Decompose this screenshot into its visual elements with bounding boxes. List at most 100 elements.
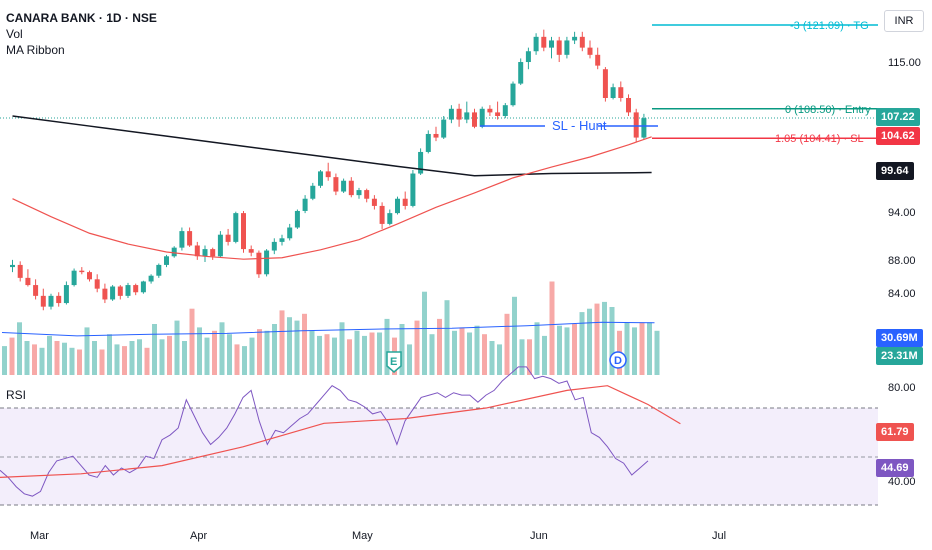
earnings-marker: [386, 351, 402, 373]
time-axis-label: Jun: [530, 530, 548, 542]
volume-bar: [587, 308, 592, 375]
volume-bar: [39, 347, 45, 375]
volume-bar: [69, 347, 75, 375]
candle-body: [310, 185, 316, 199]
rsi-tag: 44.69: [876, 459, 914, 477]
candle-body: [641, 118, 647, 138]
candle-body: [556, 40, 562, 55]
volume-bar: [174, 320, 180, 375]
candle-body: [387, 213, 393, 224]
volume-bar: [219, 322, 225, 375]
rsi-legend[interactable]: RSI: [6, 388, 27, 402]
candle-body: [133, 285, 139, 293]
volume-bar: [527, 339, 532, 375]
volume-bar: [384, 318, 390, 375]
candle-body: [94, 279, 100, 289]
candle-body: [171, 247, 177, 257]
symbol-title[interactable]: CANARA BANK · 1D · NSE: [6, 11, 157, 25]
rsi-ma-tag: 61.79: [876, 423, 914, 441]
volume-bar: [2, 346, 7, 375]
candle-body: [448, 108, 454, 120]
candle-body: [456, 108, 462, 120]
ma-ribbon-legend[interactable]: MA Ribbon: [6, 43, 65, 57]
candle-body: [63, 285, 69, 304]
candle-body: [140, 281, 146, 293]
candle-body: [510, 83, 516, 106]
candle-body: [202, 249, 208, 257]
candle-body: [579, 36, 585, 48]
candle-body: [587, 47, 593, 55]
volume-tag: 23.31M: [876, 347, 923, 365]
volume-bar: [9, 337, 15, 375]
candle-body: [33, 285, 39, 296]
candle-body: [241, 213, 246, 250]
candle-body: [256, 252, 262, 275]
candle-body: [264, 250, 270, 275]
candle-body: [187, 231, 193, 246]
currency-button[interactable]: INR: [884, 10, 924, 32]
candles-layer[interactable]: [10, 29, 647, 311]
ma-price-tag: 99.64: [876, 162, 914, 180]
volume-bar: [429, 334, 435, 375]
volume-bar: [489, 341, 495, 375]
candle-body: [564, 40, 570, 55]
levels-layer[interactable]: -3 (121.09) · TG 0 (108.50) · Entry 1.05 (…: [480, 20, 878, 145]
sl-label: 1.05 (104.41) · SL: [775, 133, 864, 145]
candle-body: [79, 270, 85, 273]
candle-body: [549, 40, 554, 48]
volume-legend[interactable]: Vol: [6, 27, 23, 41]
candle-body: [110, 286, 116, 300]
time-axis-label: Mar: [30, 530, 49, 542]
candle-body: [364, 190, 370, 199]
candle-body: [287, 227, 293, 239]
volume-bar: [129, 341, 135, 375]
volume-bar: [332, 337, 337, 375]
earnings-marker-label: E: [390, 356, 397, 368]
candle-body: [441, 119, 447, 138]
candle-body: [618, 87, 624, 98]
volume-bar: [77, 349, 82, 375]
sl-hunt-label: SL - Hunt: [552, 118, 607, 133]
candle-body: [164, 256, 169, 265]
candle-body: [325, 171, 331, 178]
candle-body: [379, 205, 385, 224]
volume-bar: [519, 339, 525, 375]
rsi-ma-line: [0, 385, 681, 478]
volume-bar: [482, 334, 487, 375]
volume-layer: [1, 281, 660, 375]
volume-bar: [639, 322, 645, 375]
candle-body: [248, 249, 254, 253]
candle-body: [610, 87, 616, 98]
candle-body: [602, 69, 608, 98]
candle-body: [502, 105, 508, 116]
volume-bar: [609, 307, 615, 375]
volume-bar: [399, 324, 405, 375]
volume-bar: [279, 310, 285, 375]
volume-bar: [302, 313, 307, 375]
volume-bar: [257, 329, 262, 375]
volume-bar: [624, 322, 630, 375]
price-axis-label: 84.00: [888, 288, 916, 300]
volume-bar: [287, 317, 292, 375]
volume-bar: [47, 335, 52, 375]
volume-ma-line: [1, 321, 655, 337]
candle-body: [472, 112, 477, 127]
candle-body: [179, 231, 185, 248]
volume-bar: [512, 296, 517, 375]
candle-body: [294, 210, 300, 228]
candle-body: [279, 238, 285, 242]
volume-bar: [107, 334, 112, 375]
volume-bar: [152, 324, 157, 375]
candle-body: [217, 234, 223, 257]
volume-bar: [557, 325, 562, 375]
volume-bar: [122, 346, 127, 375]
volume-bar: [354, 330, 360, 375]
candle-body: [271, 241, 277, 251]
candle-body: [541, 36, 547, 48]
volume-bar: [197, 327, 202, 375]
candle-body: [525, 51, 531, 63]
volume-bar: [347, 339, 352, 375]
volume-bar: [369, 332, 375, 375]
